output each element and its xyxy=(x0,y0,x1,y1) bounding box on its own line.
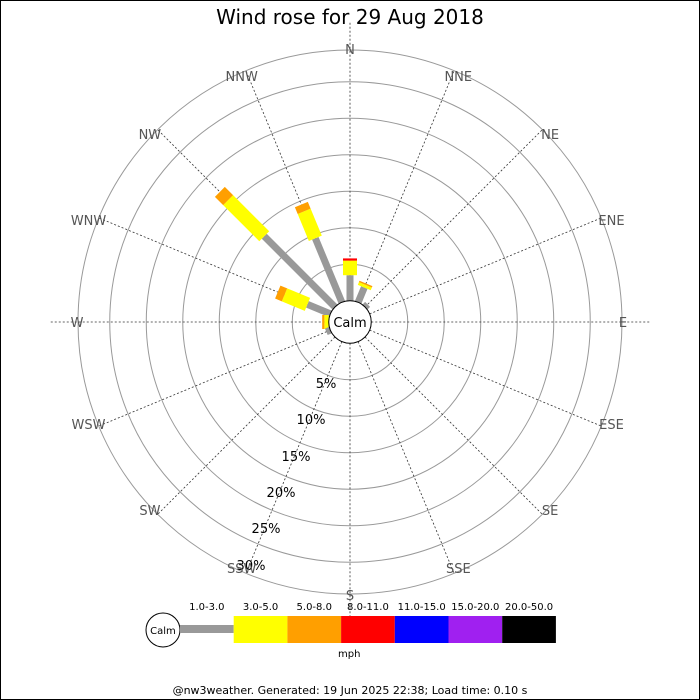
direction-label-ese: ESE xyxy=(599,418,624,433)
bar-nne-3.0-5.0 xyxy=(357,282,372,291)
direction-label-ssw: SSW xyxy=(227,562,257,577)
legend-swatch-15.0-20.0 xyxy=(448,616,503,643)
spoke-se xyxy=(364,336,543,515)
legend-swatch-3.0-5.0 xyxy=(233,616,288,643)
spoke-ene xyxy=(369,217,602,315)
spoke-sw xyxy=(157,336,336,515)
bar-nw-1.0-3.0 xyxy=(261,233,338,310)
speed-legend: Calm 1.0-3.0 3.0-5.0 5.0-8.0 8.0-11.0 11.0-15… xyxy=(145,602,556,648)
direction-label-s: S xyxy=(346,589,354,604)
direction-label-ene: ENE xyxy=(598,214,624,229)
ring-label-30: 30% xyxy=(237,559,266,574)
bar-wnw-5.0-8.0 xyxy=(275,285,288,302)
bar-nne-1.0-3.0 xyxy=(354,286,368,304)
legend-label-15.0-20.0: 15.0-20.0 xyxy=(451,602,499,613)
legend-label-11.0-15.0: 11.0-15.0 xyxy=(398,602,446,613)
direction-label-nw: NW xyxy=(139,128,162,143)
calm-label: Calm xyxy=(333,316,366,331)
spoke-sse xyxy=(357,341,455,574)
ring-25 xyxy=(145,117,555,527)
legend-swatch-1.0-3.0 xyxy=(180,625,234,633)
bar-ne-1.0-3.0 xyxy=(362,301,371,310)
direction-label-n: N xyxy=(345,43,355,58)
direction-label-sw: SW xyxy=(139,504,160,519)
ring-label-15: 15% xyxy=(282,450,311,465)
direction-label-nne: NNE xyxy=(444,70,472,85)
spoke-nne xyxy=(357,70,455,303)
legend-label-20.0-50.0: 20.0-50.0 xyxy=(505,602,553,613)
ring-label-5: 5% xyxy=(316,377,337,392)
bar-nne-5.0-8.0 xyxy=(358,280,373,288)
ring-labels: 5% 10% 15% 20% 25% 30% xyxy=(237,377,337,574)
legend-swatch-5.0-8.0 xyxy=(287,616,342,643)
legend-calm-label: Calm xyxy=(150,626,176,637)
legend-label-1.0-3.0: 1.0-3.0 xyxy=(189,602,224,613)
ring-outer xyxy=(77,49,623,595)
bar-wnw-1.0-3.0 xyxy=(306,301,332,318)
ring-label-25: 25% xyxy=(252,522,281,537)
bar-nnw-5.0-8.0 xyxy=(294,201,311,214)
direction-labels: N NNE NE ENE E ESE SE SSE S SSW SW WSW W WNW NW NNW xyxy=(71,43,628,604)
ring-30 xyxy=(109,81,591,563)
chart-title: Wind rose for 29 Aug 2018 xyxy=(216,5,484,29)
bar-wsw-1.0-3.0 xyxy=(324,326,332,336)
direction-label-wnw: WNW xyxy=(71,214,107,229)
legend-label-5.0-8.0: 5.0-8.0 xyxy=(297,602,332,613)
legend-swatch-8.0-11.0 xyxy=(341,616,395,643)
direction-label-nnw: NNW xyxy=(226,70,258,85)
bar-wnw-3.0-5.0 xyxy=(281,288,311,311)
direction-label-e: E xyxy=(619,316,627,331)
bar-nw-5.0-8.0 xyxy=(214,186,234,206)
bar-nw-3.0-5.0 xyxy=(223,195,270,242)
bar-nnw-3.0-5.0 xyxy=(297,208,322,241)
ring-label-20: 20% xyxy=(267,486,296,501)
wind-bars xyxy=(214,186,373,336)
legend-unit: mph xyxy=(338,649,361,660)
spoke-ne xyxy=(364,129,543,308)
direction-label-ne: NE xyxy=(541,128,559,143)
spoke-wsw xyxy=(98,329,331,427)
bar-nnw-1.0-3.0 xyxy=(312,236,346,304)
spoke-ssw xyxy=(245,341,343,574)
legend-label-8.0-11.0: 8.0-11.0 xyxy=(347,602,389,613)
legend-label-3.0-5.0: 3.0-5.0 xyxy=(243,602,278,613)
legend-swatch-20.0-50.0 xyxy=(502,616,556,643)
direction-label-wsw: WSW xyxy=(72,418,106,433)
calm-circle: Calm xyxy=(328,300,372,344)
direction-label-w: W xyxy=(71,316,84,331)
ring-label-10: 10% xyxy=(297,413,326,428)
direction-label-se: SE xyxy=(542,504,558,519)
footer-text: @nw3weather. Generated: 19 Jun 2025 22:3… xyxy=(172,684,528,697)
legend-swatch-11.0-15.0 xyxy=(394,616,449,643)
spoke-ese xyxy=(369,329,602,427)
direction-label-sse: SSE xyxy=(446,562,471,577)
